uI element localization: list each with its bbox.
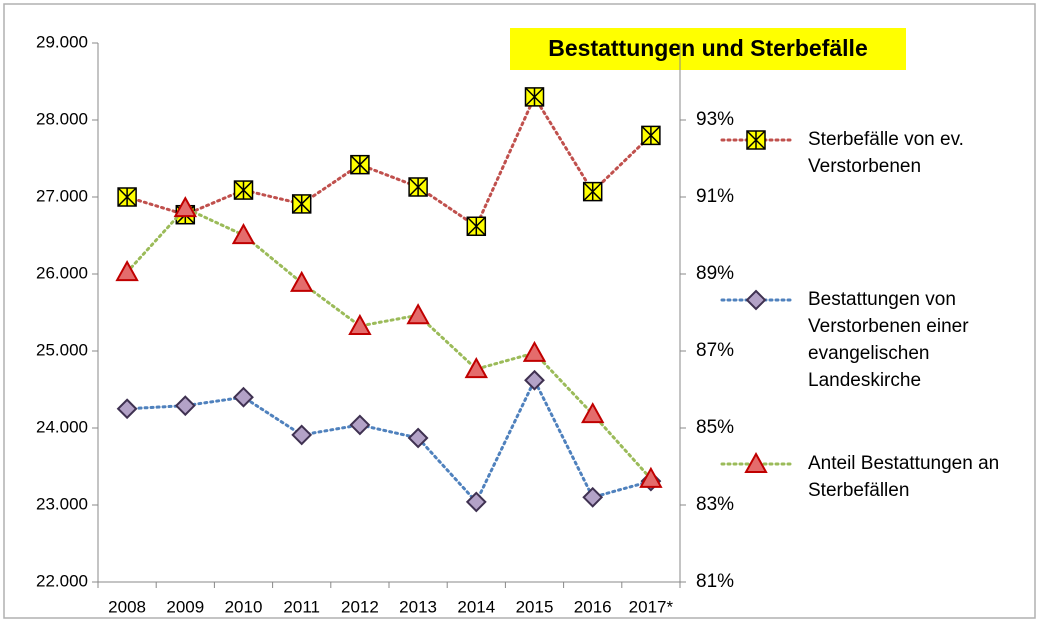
marker [524,87,545,107]
y-tick-label: 25.000 [36,340,88,359]
marker [641,125,661,146]
marker [464,357,488,379]
marker [524,369,545,391]
marker-part [408,177,428,197]
x-tick-label: 2014 [457,597,495,616]
marker [291,424,313,446]
y2-tick-label: 85% [696,417,734,438]
marker-part [583,182,603,202]
x-tick-label: 2017* [629,597,674,616]
x-tick-label: 2012 [341,597,379,616]
marker [582,181,603,202]
y-tick-label: 27.000 [36,186,88,205]
marker [116,398,138,420]
y-tick-label: 28.000 [36,109,88,128]
marker [231,223,256,245]
title-box [510,28,906,70]
series-line [125,206,653,481]
y2-tick-label: 81% [696,571,734,592]
marker [639,466,663,488]
marker-part [233,180,254,200]
marker [408,177,428,197]
marker [582,486,604,508]
x-tick-label: 2011 [283,597,320,616]
marker [581,402,605,424]
marker [746,130,766,150]
marker [348,313,372,335]
marker [115,260,139,282]
legend-label: Sterbefälle von ev. Verstorbenen [808,129,964,177]
legend-label: Anteil Bestattungen an Sterbefällen [808,453,1000,501]
chart-title: Bestattungen und Sterbefälle [548,35,867,61]
marker [407,427,429,449]
series-line [125,376,653,505]
series-line [125,93,653,229]
y-tick-label: 24.000 [36,417,88,436]
marker-part [292,194,312,214]
y-tick-label: 22.000 [36,571,88,590]
y2-tick-label: 83% [696,494,734,515]
y2-tick-label: 93% [696,109,734,130]
frame [3,3,1036,619]
marker [233,180,254,200]
x-tick-label: 2008 [108,597,146,616]
marker [291,194,312,214]
marker [406,303,430,325]
marker [290,270,314,292]
marker-part [524,87,545,107]
x-tick-label: 2015 [516,597,554,616]
marker [349,414,371,436]
x-tick-label: 2009 [166,597,204,616]
marker [174,395,196,417]
marker-part [746,130,766,150]
x-tick-label: 2013 [399,597,437,616]
marker [522,340,547,362]
marker-part [117,187,137,207]
y2-tick-label: 89% [696,263,734,284]
y-tick-label: 26.000 [36,263,88,282]
marker [745,289,767,311]
marker [173,196,197,218]
marker-part [350,155,370,175]
x-tick-label: 2010 [225,597,263,616]
y2-tick-label: 87% [696,340,734,361]
marker-part [641,125,661,145]
y-tick-label: 23.000 [36,494,88,513]
marker-part [466,216,486,236]
marker [350,154,370,175]
y2-tick-label: 91% [696,186,734,207]
marker [744,451,768,473]
marker [466,216,487,237]
y-tick-label: 29.000 [36,32,88,51]
marker [233,386,254,408]
legend-label: Bestattungen von Verstorbenen einer evan… [808,289,969,391]
marker [117,187,137,207]
marker [465,491,487,513]
x-tick-label: 2016 [574,597,612,616]
